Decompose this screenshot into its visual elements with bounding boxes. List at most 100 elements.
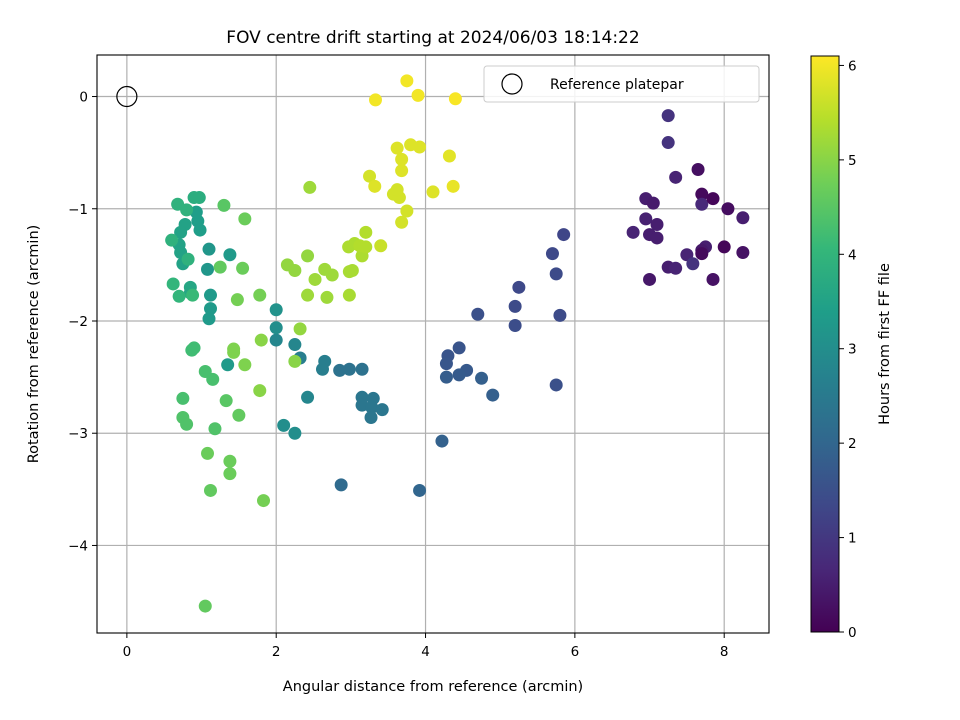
data-point xyxy=(217,198,231,212)
data-point xyxy=(374,239,388,253)
data-point xyxy=(166,277,180,291)
data-point xyxy=(395,152,409,166)
chart-title: FOV centre drift starting at 2024/06/03 … xyxy=(226,28,639,48)
data-point xyxy=(439,370,453,384)
data-point xyxy=(486,388,500,402)
data-point xyxy=(186,288,200,302)
data-point xyxy=(230,293,244,307)
data-point xyxy=(661,109,675,123)
data-point xyxy=(695,197,709,211)
data-point xyxy=(288,426,302,440)
data-point xyxy=(355,362,369,376)
data-point xyxy=(172,289,186,303)
data-point xyxy=(368,179,382,193)
x-axis-ticks: 0 2 4 6 8 xyxy=(123,633,729,660)
data-point xyxy=(442,149,456,163)
data-point xyxy=(181,252,195,266)
data-point xyxy=(691,162,705,176)
data-point xyxy=(695,187,709,201)
data-point xyxy=(549,378,563,392)
data-point xyxy=(553,308,567,322)
data-point xyxy=(238,212,252,226)
data-point xyxy=(345,263,359,277)
data-point xyxy=(315,362,329,376)
data-point xyxy=(180,203,194,217)
plot-frame xyxy=(96,54,770,634)
data-point xyxy=(390,183,404,197)
data-point xyxy=(369,93,383,107)
data-point xyxy=(400,204,414,218)
data-point xyxy=(626,225,640,239)
colorbar-tick-label: 4 xyxy=(848,247,857,263)
data-point xyxy=(227,345,241,359)
data-point xyxy=(395,164,409,178)
data-point xyxy=(254,333,268,347)
data-point xyxy=(365,400,379,414)
data-point xyxy=(201,446,215,460)
data-point xyxy=(413,140,427,154)
data-point xyxy=(736,246,750,260)
data-point xyxy=(439,357,453,371)
data-point xyxy=(301,288,315,302)
data-point xyxy=(208,422,222,436)
data-point xyxy=(238,358,252,372)
y-tick-label: −3 xyxy=(68,426,88,442)
x-tick-label: 8 xyxy=(720,644,729,660)
legend: Reference platepar xyxy=(483,65,760,103)
data-point xyxy=(508,318,522,332)
data-point xyxy=(661,136,675,150)
data-point xyxy=(448,92,462,106)
data-point xyxy=(176,391,190,405)
data-point xyxy=(413,483,427,497)
colorbar: 0 1 2 3 4 5 6 Hours from first FF file xyxy=(810,55,893,641)
data-point xyxy=(202,312,216,326)
data-point xyxy=(557,228,571,242)
data-point xyxy=(223,454,237,468)
data-point xyxy=(198,599,212,613)
colorbar-ticks: 0 1 2 3 4 5 6 xyxy=(839,58,857,641)
y-tick-label: −2 xyxy=(68,314,88,330)
data-point xyxy=(643,272,657,286)
data-point xyxy=(435,434,449,448)
data-point xyxy=(320,290,334,304)
data-point xyxy=(650,231,664,245)
colorbar-tick-label: 2 xyxy=(848,436,857,452)
data-point xyxy=(721,202,735,216)
data-point xyxy=(426,185,440,199)
data-point xyxy=(202,242,216,256)
data-point xyxy=(334,478,348,492)
data-point xyxy=(203,483,217,497)
data-point xyxy=(471,307,485,321)
legend-reference-marker xyxy=(501,73,523,95)
legend-box xyxy=(483,65,760,103)
colorbar-label: Hours from first FF file xyxy=(877,263,893,425)
data-point xyxy=(333,363,347,377)
y-axis-ticks: 0 −1 −2 −3 −4 xyxy=(68,90,97,554)
data-point xyxy=(213,260,227,274)
data-point xyxy=(706,272,720,286)
data-point xyxy=(390,141,404,155)
data-point xyxy=(203,302,217,316)
data-point xyxy=(452,341,466,355)
data-point xyxy=(508,299,522,313)
data-point xyxy=(411,88,425,102)
data-point xyxy=(308,272,322,286)
data-point xyxy=(545,247,559,261)
data-point xyxy=(446,179,460,193)
data-point xyxy=(395,215,409,229)
data-point xyxy=(253,288,267,302)
data-point xyxy=(288,263,302,277)
data-point xyxy=(549,267,563,281)
x-tick-label: 4 xyxy=(421,644,430,660)
x-tick-label: 0 xyxy=(123,644,132,660)
x-axis-label: Angular distance from reference (arcmin) xyxy=(283,679,583,695)
data-point xyxy=(512,280,526,294)
data-point xyxy=(201,262,215,276)
data-point xyxy=(277,418,291,432)
data-point xyxy=(165,233,179,247)
data-point xyxy=(223,248,237,262)
data-point xyxy=(364,411,378,425)
reference-marker xyxy=(116,85,138,108)
